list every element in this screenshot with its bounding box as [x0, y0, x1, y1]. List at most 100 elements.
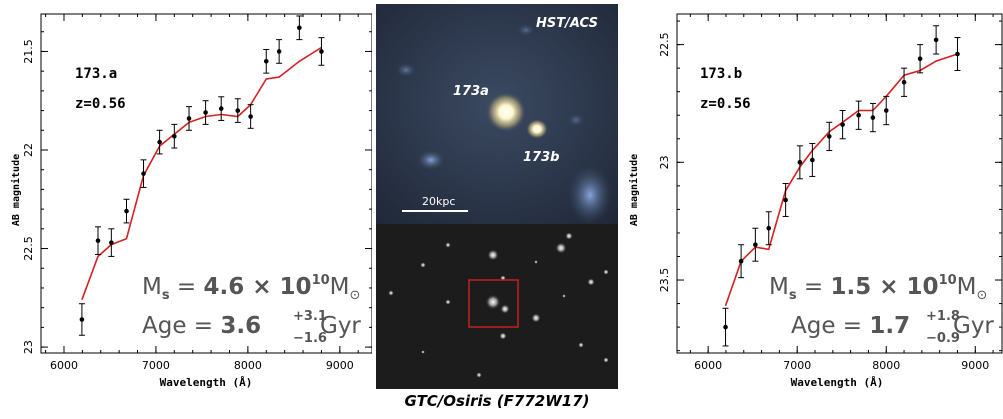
data-point — [796, 145, 803, 180]
data-point — [247, 104, 254, 129]
data-point — [826, 121, 833, 152]
sed-chart-173b: 6000 7000 8000 9000 22.5 23 23.5 173.b z=0.56 … — [625, 0, 1003, 415]
svg-text:+1.8: +1.8 — [926, 309, 960, 324]
model-line — [724, 53, 958, 307]
data-point — [883, 95, 890, 126]
zoom-box — [468, 279, 519, 328]
data-point — [202, 100, 209, 125]
point-marker — [248, 114, 253, 119]
point-marker — [276, 49, 282, 54]
gtc-osiris-image — [376, 224, 618, 389]
gtc-caption: GTC/Osiris (F772W17) — [404, 392, 590, 410]
x-axis-label: Wavelength (Å) — [791, 376, 884, 389]
x-tick-label: 8000 — [234, 359, 262, 372]
point-marker — [797, 160, 803, 165]
point-marker — [297, 25, 302, 31]
point-marker — [723, 324, 728, 330]
axis-ticks: 6000 7000 8000 9000 21.5 22 22.5 23 — [22, 14, 372, 372]
point-marker — [810, 157, 815, 163]
data-point — [765, 211, 772, 246]
svg-text:Gyr: Gyr — [953, 313, 994, 339]
data-point — [855, 100, 862, 130]
data-point — [234, 98, 241, 123]
data-point — [318, 37, 325, 66]
svg-text:Age = 1.7: Age = 1.7 — [791, 313, 910, 339]
hst-acs-label: HST/ACS — [536, 16, 598, 31]
point-marker — [917, 56, 923, 62]
y-tick-label: 23 — [658, 155, 671, 169]
model-sed-line — [724, 53, 958, 307]
data-point — [123, 198, 130, 224]
source-173b-label: 173b — [523, 150, 559, 165]
data-point — [722, 307, 729, 347]
x-tick-label: 6000 — [50, 359, 78, 372]
data-point — [263, 48, 270, 74]
point-marker — [186, 116, 192, 121]
data-point — [839, 110, 846, 140]
data-point — [78, 303, 85, 336]
stellar-mass-annotation: Ms = 1.5 × 1010M⊙ — [769, 273, 987, 303]
x-tick-label: 7000 — [783, 359, 811, 372]
point-marker — [766, 225, 772, 231]
object-label: 173.b — [700, 66, 742, 82]
point-marker — [172, 133, 177, 139]
hst-acs-image: HST/ACS 173a 173b 20kpc — [376, 4, 618, 225]
data-point — [917, 44, 924, 74]
axis-ticks: 6000 7000 8000 9000 22.5 23 23.5 — [658, 14, 1002, 372]
point-marker — [157, 139, 162, 145]
svg-text:−0.9: −0.9 — [926, 331, 960, 346]
point-marker — [738, 258, 744, 264]
data-point — [809, 142, 816, 177]
data-point — [954, 37, 961, 71]
y-tick-label: 23.5 — [658, 268, 671, 293]
svg-text:Ms = 4.6 × 1010M⊙: Ms = 4.6 × 1010M⊙ — [142, 273, 360, 303]
x-tick-label: 9000 — [326, 359, 354, 372]
age-annotation: Age = 1.7 +1.8 −0.9 Gyr — [791, 309, 994, 346]
point-marker — [753, 242, 758, 248]
y-tick-label: 22 — [22, 143, 35, 157]
sed-plot-173a: 6000 7000 8000 9000 21.5 22 22.5 23 173.a z=0.5… — [10, 13, 373, 389]
imaging-svg: HST/ACS 173a 173b 20kpc — [376, 4, 618, 389]
y-tick-label: 23 — [22, 340, 35, 354]
sed-chart-173a: 6000 7000 8000 9000 21.5 22 22.5 23 173.a z=0.5… — [0, 0, 373, 415]
point-marker — [319, 49, 324, 54]
x-tick-label: 6000 — [694, 359, 722, 372]
data-point — [752, 227, 759, 262]
point-marker — [840, 122, 845, 127]
y-tick-label: 22.5 — [22, 236, 35, 261]
point-marker — [933, 37, 939, 43]
data-point — [276, 39, 283, 64]
photometry-points — [722, 25, 961, 347]
stellar-mass-annotation: Ms = 4.6 × 1010M⊙ — [142, 273, 360, 303]
galaxy-173b — [526, 119, 548, 139]
data-point — [782, 183, 789, 217]
svg-text:+3.1: +3.1 — [293, 309, 327, 324]
redshift-label: z=0.56 — [75, 96, 126, 112]
point-marker — [263, 59, 269, 64]
data-point — [738, 244, 745, 279]
point-marker — [235, 108, 241, 113]
y-axis-label: AB magnitude — [628, 154, 640, 226]
svg-text:Ms = 1.5 × 1010M⊙: Ms = 1.5 × 1010M⊙ — [769, 273, 987, 303]
point-marker — [955, 51, 960, 57]
data-point — [901, 67, 908, 97]
point-marker — [95, 238, 101, 243]
point-marker — [783, 197, 788, 203]
y-axis-label: AB magnitude — [10, 154, 22, 226]
model-line — [81, 46, 322, 301]
data-point — [140, 159, 147, 188]
point-marker — [141, 171, 146, 176]
point-marker — [856, 112, 861, 118]
point-marker — [883, 108, 889, 113]
point-marker — [109, 240, 114, 245]
plot-frame — [676, 13, 1003, 354]
data-point — [108, 228, 115, 257]
data-point — [171, 123, 178, 149]
svg-text:Age = 3.6: Age = 3.6 — [142, 313, 261, 339]
x-tick-label: 7000 — [142, 359, 170, 372]
photometry-points — [78, 15, 325, 336]
point-marker — [826, 134, 832, 139]
model-sed-line — [81, 46, 322, 301]
redshift-label: z=0.56 — [700, 96, 751, 112]
